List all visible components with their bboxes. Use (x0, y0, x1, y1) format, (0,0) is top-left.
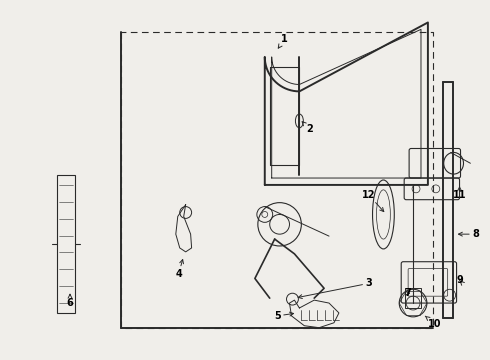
Text: 2: 2 (302, 122, 313, 134)
Bar (57, 175, 75, 313)
Text: 6: 6 (67, 294, 74, 308)
Bar (405, 288, 421, 308)
Text: 7: 7 (405, 288, 412, 298)
Text: 11: 11 (453, 187, 466, 200)
Text: 9: 9 (456, 275, 465, 285)
Text: 12: 12 (362, 190, 384, 212)
Text: 4: 4 (175, 260, 183, 279)
Text: 1: 1 (278, 34, 288, 48)
Text: 8: 8 (459, 229, 479, 239)
Text: 3: 3 (298, 278, 372, 298)
Text: 10: 10 (425, 316, 441, 329)
Text: 5: 5 (274, 311, 294, 321)
